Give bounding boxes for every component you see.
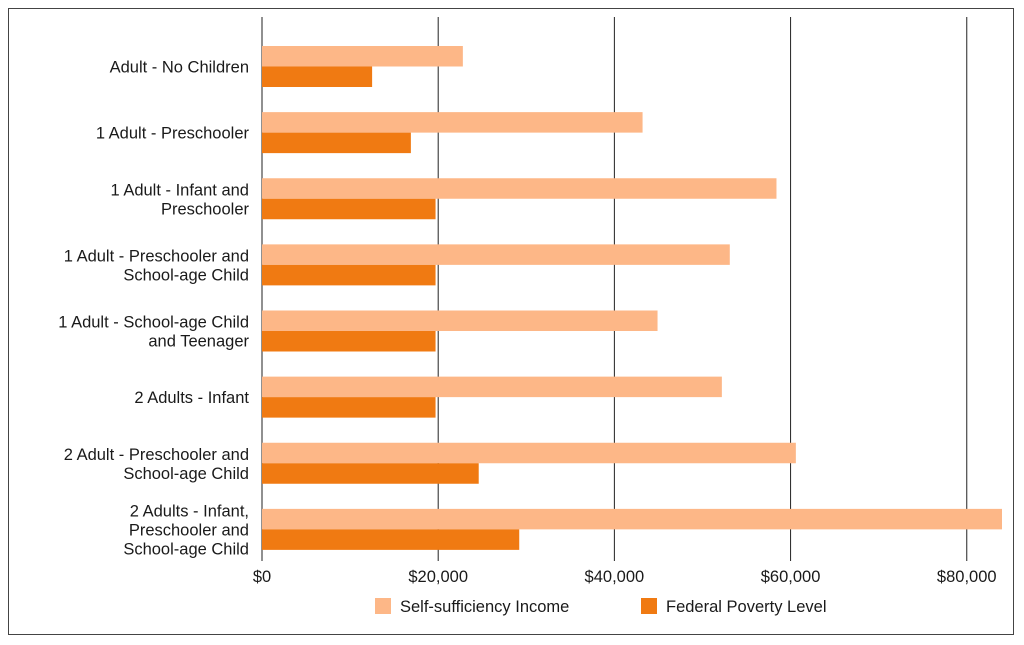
bar-self-sufficiency xyxy=(262,112,643,133)
legend-label-self-sufficiency: Self-sufficiency Income xyxy=(400,598,569,616)
legend-label-poverty-level: Federal Poverty Level xyxy=(666,598,827,616)
bar-self-sufficiency xyxy=(262,508,1002,530)
bar-poverty-level xyxy=(262,198,436,220)
category-label: 1 Adult - Preschooler xyxy=(96,125,250,143)
bar-poverty-level xyxy=(262,264,436,286)
bar-poverty-level xyxy=(262,463,479,484)
legend-swatch-self-sufficiency xyxy=(375,598,391,614)
legend-swatch-poverty-level xyxy=(641,598,657,614)
x-tick-label: $20,000 xyxy=(408,568,468,586)
bar-poverty-level xyxy=(262,397,436,418)
bar-poverty-level xyxy=(262,132,411,154)
bar-poverty-level xyxy=(262,529,520,550)
x-tick-label: $80,000 xyxy=(937,568,997,586)
category-label: 2 Adults - Infant, Preschooler and School-… xyxy=(123,502,249,558)
bar-self-sufficiency xyxy=(262,376,722,398)
category-label: Adult - No Children xyxy=(110,59,249,77)
category-label: 1 Adult - Infant and Preschooler xyxy=(110,181,249,218)
bar-poverty-level xyxy=(262,331,436,352)
bar-self-sufficiency xyxy=(262,310,658,331)
bar-self-sufficiency xyxy=(262,178,777,199)
bar-self-sufficiency xyxy=(262,244,730,265)
category-label: 2 Adult - Preschooler and School-age Chil… xyxy=(64,446,249,483)
x-tick-label: $60,000 xyxy=(761,568,821,586)
category-label: 1 Adult - School-age Child and Teenager xyxy=(58,314,249,351)
bar-self-sufficiency xyxy=(262,442,796,464)
bar-self-sufficiency xyxy=(262,46,463,67)
category-label: 2 Adults - Infant xyxy=(134,389,249,407)
category-label: 1 Adult - Preschooler and School-age Chil… xyxy=(64,247,249,284)
x-tick-label: $0 xyxy=(253,568,271,586)
chart-frame: $0 $20,000 $40,000 $60,000 $80,000 Adult - No… xyxy=(8,8,1014,635)
x-tick-label: $40,000 xyxy=(585,568,645,586)
bar-chart: $0 $20,000 $40,000 $60,000 $80,000 Adult - No… xyxy=(58,17,1002,616)
bar-poverty-level xyxy=(262,66,373,87)
